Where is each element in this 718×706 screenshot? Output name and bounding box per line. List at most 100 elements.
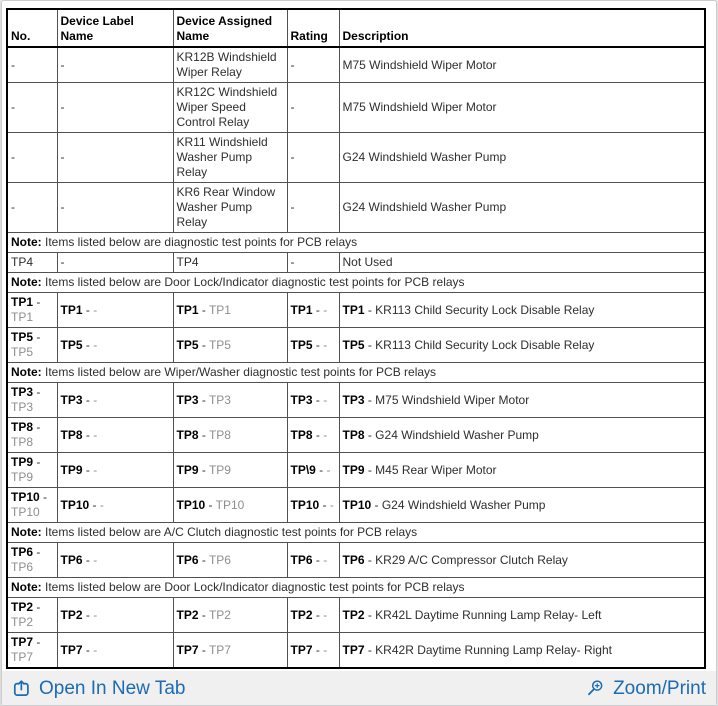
- cell-text: -: [11, 150, 15, 164]
- cell-text: -: [11, 57, 15, 72]
- cell: M75 Windshield Wiper Motor: [338, 46, 706, 83]
- cell: TP\9 - -: [286, 452, 340, 488]
- table-row: TP10 - TP10 TP10 - - TP10 - TP10 TP10 - - TP…: [6, 487, 706, 523]
- cell: -: [286, 46, 340, 83]
- table-row: TP8 - TP8 TP8 - - TP8 - TP8 TP8 - - TP8 - G2…: [6, 417, 706, 453]
- cell-text: TP5: [342, 337, 365, 352]
- cell-text: TP7: [342, 642, 365, 657]
- cell-text: TP6: [11, 560, 34, 574]
- cell: TP8 - -: [286, 417, 340, 453]
- cell: TP2 - TP2: [6, 597, 58, 633]
- cell: M75 Windshield Wiper Motor: [338, 82, 706, 133]
- cell-text: -: [290, 100, 295, 114]
- cell-text: -: [93, 642, 98, 657]
- zoom-print-link[interactable]: Zoom/Print: [586, 679, 706, 698]
- cell-text: TP1: [176, 302, 199, 317]
- note-label: Note:: [11, 525, 42, 539]
- cell-text: -: [11, 100, 15, 114]
- note-cell: Note: Items listed below are Door Lock/I…: [6, 577, 706, 598]
- cell-text: TP3: [11, 385, 34, 399]
- cell-text: -: [323, 337, 328, 352]
- cell-text: TP4: [11, 255, 34, 269]
- cell-text: TP3: [60, 392, 83, 407]
- cell-text: -: [33, 295, 41, 309]
- note-cell: Note: Items listed below are Door Lock/I…: [6, 272, 706, 293]
- column-header: Device Label Name: [56, 8, 174, 48]
- cell-text: TP6: [290, 552, 313, 567]
- cell: KR12C Windshield Wiper Speed Control Rel…: [172, 82, 288, 133]
- cell-text: -: [82, 302, 94, 317]
- note-cell: Note: Items listed below are A/C Clutch …: [6, 522, 706, 543]
- cell-text: TP7: [290, 642, 313, 657]
- cell-text: -: [323, 392, 328, 407]
- cell: -: [56, 182, 174, 233]
- cell-text: -: [39, 490, 48, 504]
- cell-text: TP6: [60, 552, 83, 567]
- cell: TP5 - KR113 Child Security Lock Disable …: [338, 327, 706, 363]
- cell-text: -: [33, 330, 41, 344]
- cell-text: TP8: [176, 427, 199, 442]
- cell: TP1 - -: [56, 292, 174, 328]
- column-header: Rating: [286, 8, 340, 48]
- cell: -: [286, 182, 340, 233]
- cell: TP6 - KR29 A/C Compressor Clutch Relay: [338, 542, 706, 578]
- cell-text: TP9: [60, 462, 83, 477]
- note-row: Note: Items listed below are Door Lock/I…: [6, 577, 706, 598]
- cell: TP1 - TP1: [172, 292, 288, 328]
- cell: TP8 - -: [56, 417, 174, 453]
- cell-text: TP2: [176, 607, 199, 622]
- cell-text: -: [60, 100, 65, 114]
- cell-text: -: [82, 337, 94, 352]
- zoom-print-label: Zoom/Print: [613, 677, 706, 699]
- cell: TP3 - -: [56, 382, 174, 418]
- cell-text: TP5: [11, 330, 34, 344]
- cell-text: TP6: [176, 552, 199, 567]
- cell-text: TP5: [176, 337, 199, 352]
- cell-text: TP2: [290, 607, 313, 622]
- note-label: Note:: [11, 365, 42, 379]
- cell: KR12B Windshield Wiper Relay: [172, 46, 288, 83]
- cell: TP5 - -: [56, 327, 174, 363]
- cell-text: -: [326, 462, 331, 477]
- table-row: TP7 - TP7 TP7 - - TP7 - TP7 TP7 - - TP7 - KR…: [6, 632, 706, 669]
- cell: TP6 - -: [56, 542, 174, 578]
- cell-text: -: [82, 642, 94, 657]
- cell: TP5 - -: [286, 327, 340, 363]
- cell-text: TP8: [11, 420, 34, 434]
- note-cell: Note: Items listed below are Wiper/Washe…: [6, 362, 706, 383]
- cell: TP2 - KR42L Daytime Running Lamp Relay- …: [338, 597, 706, 633]
- cell: TP3 - TP3: [172, 382, 288, 418]
- cell: TP9 - M45 Rear Wiper Motor: [338, 452, 706, 488]
- cell: TP7 - TP7: [6, 632, 58, 669]
- cell-text: -: [312, 392, 324, 407]
- cell: -: [6, 132, 58, 183]
- cell-text: TP2: [60, 607, 83, 622]
- cell: -: [56, 82, 174, 133]
- cell: TP8 - G24 Windshield Washer Pump: [338, 417, 706, 453]
- note-row: Note: Items listed below are Wiper/Washe…: [6, 362, 706, 383]
- cell: TP9 - TP9: [6, 452, 58, 488]
- cell-text: -: [93, 427, 98, 442]
- cell-text: KR12C Windshield Wiper Speed Control Rel…: [176, 85, 278, 129]
- cell-text: TP1: [11, 295, 34, 309]
- table-row: - - KR6 Rear Window Washer Pump Relay - G24 …: [6, 182, 706, 233]
- cell-text: TP5: [11, 345, 34, 359]
- cell-text: TP10: [11, 505, 40, 519]
- footer-toolbar: Open In New Tab Zoom/Print: [2, 671, 716, 705]
- cell-text: TP8: [342, 427, 365, 442]
- cell-text: TP2: [208, 607, 231, 622]
- cell-text: -: [312, 337, 324, 352]
- cell-text: -: [82, 462, 94, 477]
- cell-text: -: [33, 420, 41, 434]
- cell: -: [56, 132, 174, 183]
- note-label: Note:: [11, 235, 42, 249]
- cell-text: TP5: [60, 337, 83, 352]
- cell-text: -: [290, 150, 295, 164]
- cell-text: TP10: [176, 497, 206, 512]
- cell-text: -: [60, 150, 65, 164]
- cell-text: -: [319, 497, 330, 512]
- table-header: No. Device Label Name Device Assigned Name…: [6, 8, 706, 48]
- open-in-new-tab-link[interactable]: Open In New Tab: [12, 679, 185, 698]
- cell-text: -: [93, 302, 98, 317]
- cell-text: -: [99, 497, 104, 512]
